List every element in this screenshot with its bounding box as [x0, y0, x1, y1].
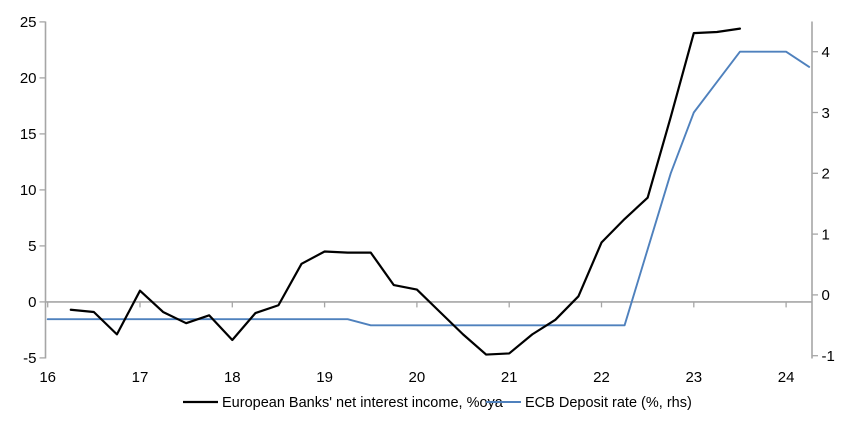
- left-axis-label: 10: [20, 182, 37, 199]
- x-axis-label: 24: [778, 369, 795, 386]
- right-axis-label: 1: [822, 226, 830, 243]
- x-axis-label: 18: [224, 369, 241, 386]
- left-axis-label: 15: [20, 126, 37, 143]
- x-axis-label: 21: [501, 369, 518, 386]
- legend-label-ecb: ECB Deposit rate (%, rhs): [525, 395, 692, 411]
- x-axis-label: 23: [685, 369, 702, 386]
- x-axis-label: 19: [316, 369, 333, 386]
- left-axis-label: 0: [28, 294, 36, 311]
- ecb-deposit-rate-line: [46, 50, 811, 327]
- x-axis-label: 22: [593, 369, 610, 386]
- x-axis-label: 16: [39, 369, 56, 386]
- right-axis-label: 4: [822, 44, 830, 61]
- right-axis-label: -1: [822, 348, 835, 365]
- legend: European Banks' net interest income, %oy…: [183, 395, 692, 411]
- left-axis-label: 25: [20, 14, 37, 31]
- left-axis-label: 5: [28, 238, 36, 255]
- right-axis-label: 3: [822, 105, 830, 122]
- left-axis-label: -5: [23, 350, 36, 367]
- series-group: [46, 27, 811, 356]
- net-interest-income-line: [69, 27, 742, 356]
- right-axis-label: 0: [822, 287, 830, 304]
- legend-label-nii: European Banks' net interest income, %oy…: [222, 395, 504, 411]
- right-axis-label: 2: [822, 166, 830, 183]
- left-axis-label: 20: [20, 70, 37, 87]
- axes-group: -5 0 5 10 15 20 25 -1 0 1 2 3 4: [20, 14, 835, 367]
- x-axis-label: 20: [409, 369, 426, 386]
- x-axis-label: 17: [132, 369, 149, 386]
- zero-gridline-group: 16 17 18 19 20 21 22 23 24: [39, 301, 812, 386]
